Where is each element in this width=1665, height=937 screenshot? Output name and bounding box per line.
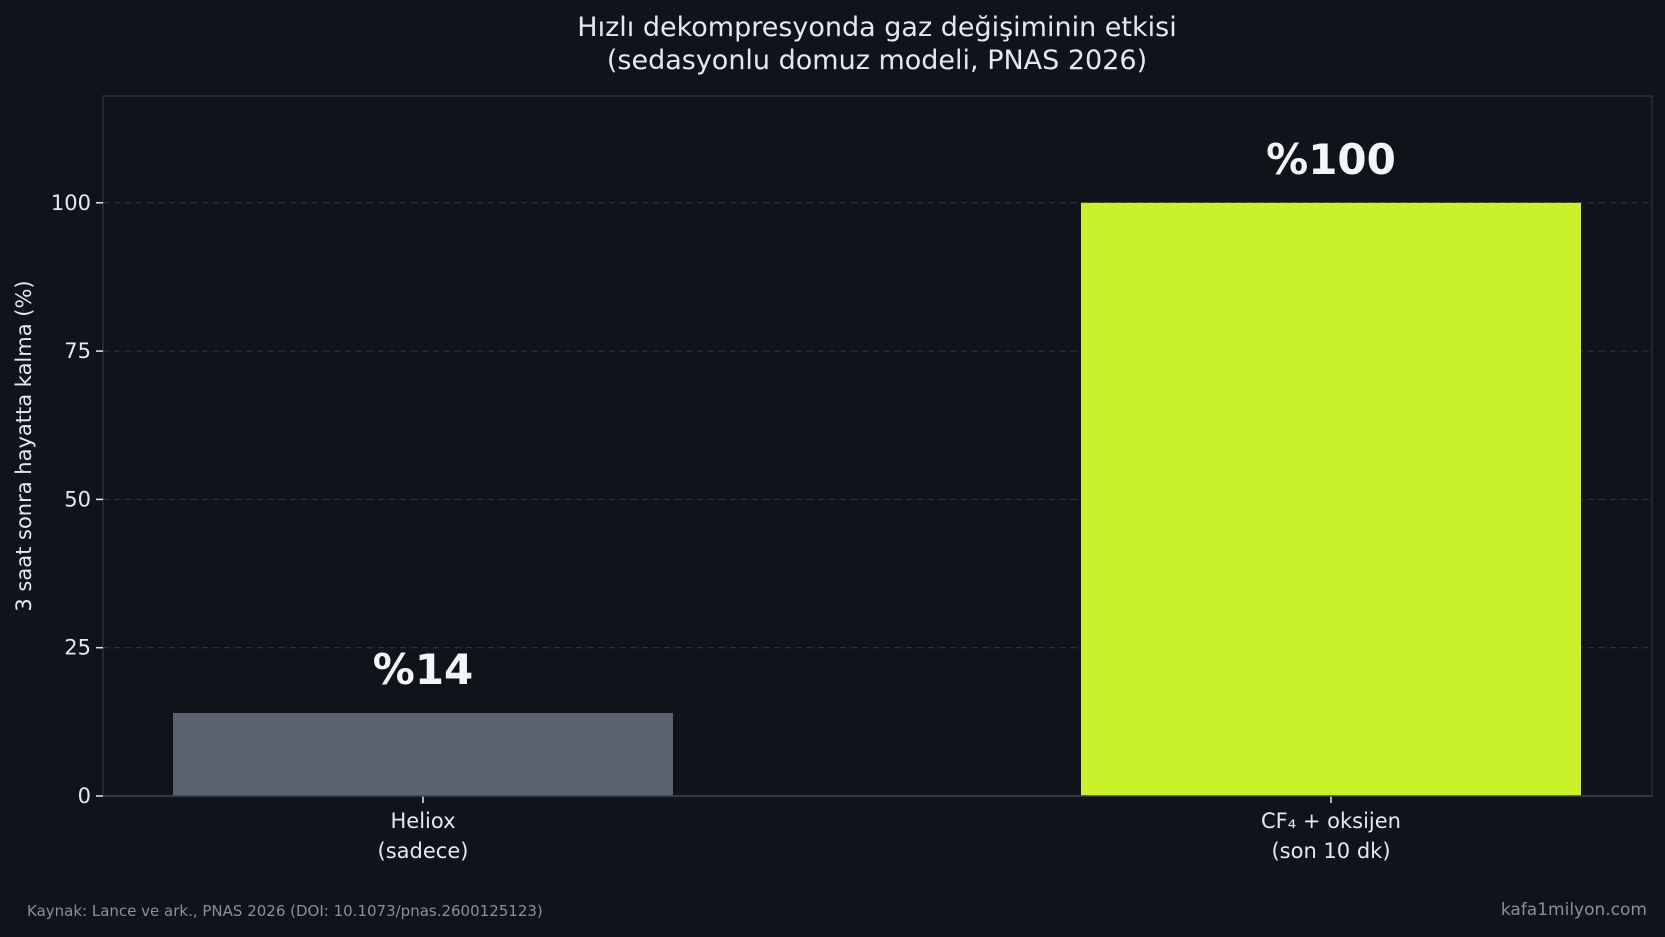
y-tick-label-0: 0 — [78, 784, 91, 808]
chart-title-line2: (sedasyonlu domuz modeli, PNAS 2026) — [607, 45, 1147, 76]
x-tick-label-0-line1: Heliox — [390, 809, 455, 833]
data-label-1: %100 — [1266, 135, 1396, 184]
data-label-0: %14 — [373, 645, 474, 694]
x-tick-label-0-line2: (sadece) — [378, 839, 469, 863]
x-tick-label-1-line2: (son 10 dk) — [1271, 839, 1390, 863]
brand-watermark: kafa1milyon.com — [1501, 900, 1647, 920]
y-tick-label-75: 75 — [64, 339, 91, 363]
bar-0 — [173, 712, 673, 796]
source-footnote: Kaynak: Lance ve ark., PNAS 2026 (DOI: 1… — [27, 902, 543, 920]
x-axis: Heliox (sadece) CF₄ + oksijen (son 10 dk) — [103, 795, 1652, 863]
y-axis-label: 3 saat sonra hayatta kalma (%) — [12, 280, 36, 611]
bars — [173, 202, 1581, 796]
bar-1 — [1081, 202, 1581, 796]
y-tick-label-50: 50 — [64, 487, 91, 511]
data-labels: %14 %100 — [373, 135, 1396, 694]
chart-title-line1: Hızlı dekompresyonda gaz değişiminin etk… — [577, 12, 1176, 43]
y-tick-label-25: 25 — [64, 636, 91, 660]
y-axis: 0 25 50 75 100 — [51, 191, 103, 808]
x-tick-label-1-line1: CF₄ + oksijen — [1261, 809, 1401, 833]
y-tick-label-100: 100 — [51, 191, 91, 215]
